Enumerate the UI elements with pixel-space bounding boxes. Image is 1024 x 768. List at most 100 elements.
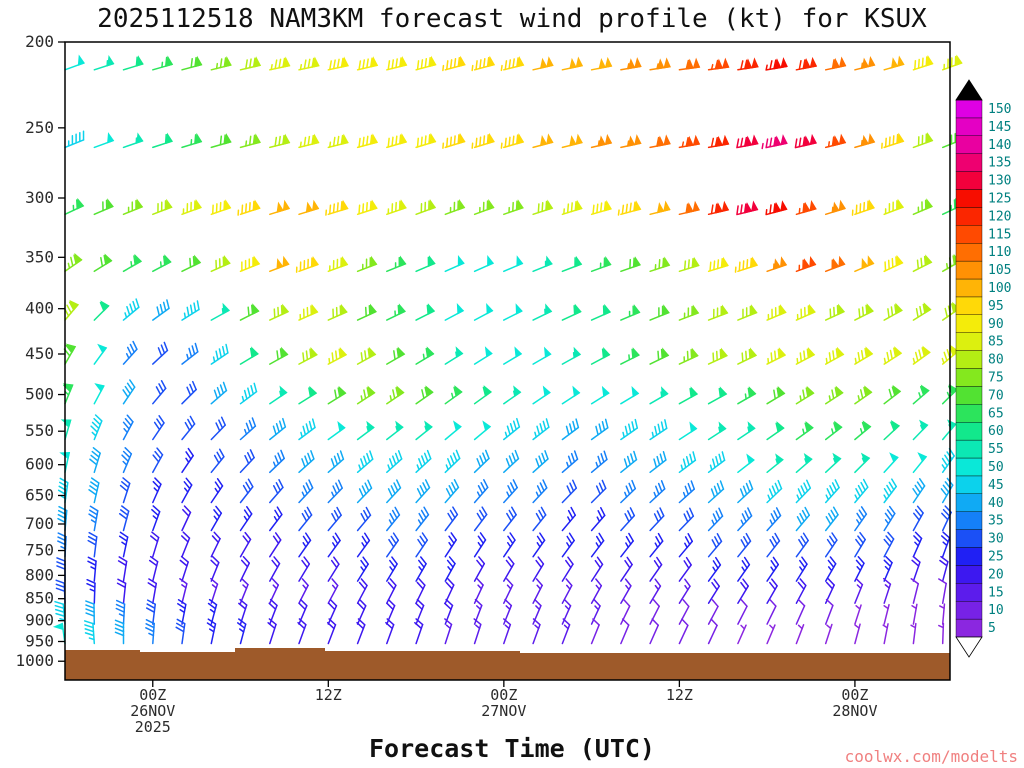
wind-barb bbox=[532, 255, 553, 273]
wind-barb bbox=[356, 255, 378, 273]
wind-barb bbox=[152, 254, 172, 273]
wind-barb bbox=[678, 618, 689, 645]
wind-barb bbox=[883, 478, 897, 504]
wind-barb bbox=[939, 555, 949, 582]
wind-barb bbox=[500, 55, 525, 72]
x-tick-label: 2025 bbox=[135, 718, 171, 736]
wind-barb bbox=[761, 134, 788, 150]
colorbar-cell bbox=[955, 296, 983, 315]
wind-barb bbox=[239, 382, 258, 405]
wind-barb bbox=[236, 618, 247, 645]
wind-barb bbox=[620, 532, 634, 558]
wind-barb bbox=[912, 198, 934, 216]
wind-barb bbox=[766, 556, 780, 582]
wind-barb bbox=[795, 624, 805, 645]
colorbar-label: 15 bbox=[988, 585, 1004, 600]
wind-barb bbox=[269, 506, 283, 532]
colorbar-label: 5 bbox=[988, 621, 996, 636]
wind-barb bbox=[590, 578, 603, 604]
wind-barb bbox=[910, 578, 919, 604]
wind-barb bbox=[500, 133, 525, 149]
wind-barb bbox=[707, 347, 728, 365]
wind-barb bbox=[415, 420, 433, 441]
wind-barb bbox=[561, 618, 571, 645]
colorbar-cell bbox=[955, 225, 983, 244]
wind-barb bbox=[824, 506, 839, 532]
wind-barb bbox=[561, 506, 577, 532]
wind-barb bbox=[795, 506, 811, 532]
wind-barb bbox=[883, 555, 893, 582]
wind-barb bbox=[883, 505, 896, 532]
wind-barb bbox=[590, 199, 612, 216]
wind-barb bbox=[649, 599, 660, 625]
colorbar-label: 25 bbox=[988, 549, 1004, 564]
wind-barb bbox=[147, 578, 158, 604]
wind-barb bbox=[356, 506, 372, 532]
wind-barb bbox=[766, 598, 777, 625]
wind-barb bbox=[590, 418, 609, 441]
wind-barb bbox=[532, 56, 554, 71]
wind-barb bbox=[883, 603, 890, 625]
wind-barb bbox=[90, 414, 103, 441]
colorbar-label: 140 bbox=[988, 138, 1011, 153]
y-tick-label: 500 bbox=[25, 385, 54, 404]
wind-barb bbox=[620, 386, 640, 405]
wind-barb bbox=[181, 505, 192, 532]
colorbar-cell bbox=[955, 422, 983, 441]
wind-barb bbox=[356, 385, 376, 405]
wind-barb bbox=[239, 133, 261, 149]
colorbar-cell bbox=[955, 475, 983, 494]
wind-barb bbox=[210, 531, 221, 558]
wind-barb bbox=[60, 419, 72, 441]
y-tick-label: 300 bbox=[25, 188, 54, 207]
wind-barb bbox=[122, 132, 144, 149]
wind-barb bbox=[122, 298, 140, 321]
wind-barb bbox=[532, 199, 554, 216]
wind-barb bbox=[824, 56, 847, 71]
wind-barb bbox=[649, 347, 670, 365]
wind-barb bbox=[795, 255, 817, 273]
wind-barb bbox=[620, 479, 637, 504]
colorbar-label: 55 bbox=[988, 442, 1004, 457]
wind-barb bbox=[386, 385, 405, 405]
colorbar-label: 40 bbox=[988, 496, 1004, 511]
wind-barb bbox=[55, 579, 66, 604]
wind-barb bbox=[503, 479, 518, 504]
wind-barb bbox=[561, 418, 580, 441]
wind-barb bbox=[152, 477, 162, 504]
wind-barb bbox=[532, 598, 542, 625]
wind-barb bbox=[620, 598, 631, 625]
wind-barb bbox=[824, 133, 847, 149]
wind-barb bbox=[181, 198, 202, 216]
wind-barb bbox=[590, 506, 606, 532]
watermark-link[interactable]: coolwx.com/modelts bbox=[844, 747, 1018, 766]
colorbar-cell bbox=[955, 171, 983, 190]
wind-barb bbox=[239, 255, 261, 273]
wind-barb bbox=[883, 384, 902, 405]
wind-barb bbox=[707, 451, 726, 474]
wind-barb bbox=[678, 599, 690, 625]
wind-barb bbox=[620, 578, 632, 604]
wind-barb bbox=[707, 578, 720, 604]
colorbar-cell bbox=[955, 350, 983, 369]
wind-barb bbox=[415, 303, 436, 321]
wind-barb bbox=[590, 347, 611, 365]
colorbar-label: 125 bbox=[988, 191, 1011, 206]
wind-barb bbox=[854, 55, 876, 71]
wind-barb bbox=[912, 419, 929, 441]
wind-barb bbox=[503, 385, 522, 405]
wind-barb bbox=[442, 55, 466, 72]
wind-barb bbox=[883, 531, 895, 558]
y-tick-label: 350 bbox=[25, 247, 54, 266]
wind-barb bbox=[737, 453, 755, 474]
wind-barb bbox=[415, 479, 431, 504]
wind-barb bbox=[649, 304, 670, 321]
wind-barb bbox=[210, 133, 232, 149]
wind-barb bbox=[327, 347, 348, 365]
wind-barb bbox=[356, 556, 369, 582]
wind-barb bbox=[678, 507, 695, 532]
wind-barb bbox=[386, 255, 407, 273]
wind-barb bbox=[795, 598, 806, 625]
wind-barb bbox=[678, 480, 696, 504]
wind-barb bbox=[620, 556, 633, 582]
